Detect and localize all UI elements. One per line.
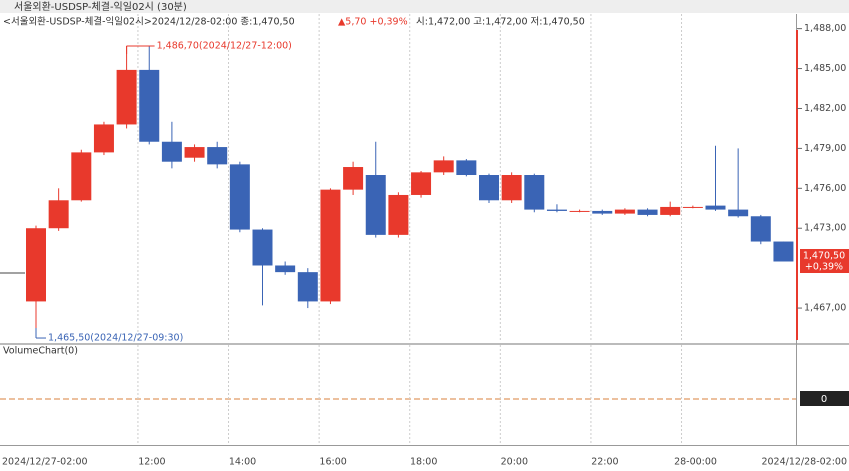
x-tick-label: 16:00: [319, 457, 346, 468]
candle-body: [773, 241, 794, 262]
candle-body: [275, 265, 296, 273]
x-tick-label: 20:00: [501, 457, 528, 468]
candle-body: [660, 206, 681, 215]
candle-body: [297, 272, 318, 302]
candle-body: [365, 175, 386, 235]
y-tick-label: 1,485,00: [804, 63, 846, 74]
x-tick-label: 28-00:00: [674, 457, 717, 468]
candle-body: [501, 175, 522, 201]
candle-body: [161, 141, 182, 162]
candle-body: [229, 164, 250, 230]
candle-body: [637, 209, 658, 215]
candle-body: [546, 209, 567, 211]
legend-text: <서울외환-USDSP-체결-익일02시>2024/12/28-02:00 종:…: [3, 16, 295, 28]
candle-body: [320, 189, 341, 302]
volume-value: 0: [821, 394, 827, 405]
price-badge: [800, 249, 849, 273]
x-tick-label: 12:00: [138, 457, 165, 468]
x-tick-label: 2024/12/27-02:00: [2, 457, 88, 468]
candle-body: [705, 205, 726, 210]
candle-body: [682, 206, 703, 208]
x-tick-label: 2024/12/28-02:00: [761, 457, 847, 468]
low-annotation: 1,465,50(2024/12/27-09:30): [48, 333, 183, 344]
candle-body: [524, 175, 545, 210]
x-tick-label: 18:00: [410, 457, 437, 468]
candle-body: [411, 172, 432, 195]
y-tick-label: 1,473,00: [804, 223, 846, 234]
candle-body: [569, 210, 590, 212]
title-bar: [0, 0, 849, 13]
candle-body: [116, 69, 137, 125]
candle-body: [207, 147, 228, 165]
x-tick-label: 22:00: [591, 457, 618, 468]
candle-body: [592, 210, 613, 214]
candle-body: [479, 175, 499, 201]
candle-body: [252, 229, 273, 266]
last-price: 1,470,50: [803, 251, 845, 262]
y-tick-label: 1,482,00: [804, 103, 846, 114]
y-tick-label: 1,467,00: [804, 303, 846, 314]
candle-body: [26, 228, 46, 302]
candle-body: [93, 124, 114, 153]
candle-body: [388, 194, 409, 235]
panel-divider: [0, 343, 849, 345]
candle-body: [139, 69, 160, 142]
high-annotation: 1,486,70(2024/12/27-12:00): [157, 40, 292, 51]
candle-body: [433, 160, 454, 173]
change-text: ▲5,70 +0,39%: [338, 17, 408, 28]
window-title: 서울외환-USDSP-체결-익일02시 (30분): [14, 1, 187, 13]
volume-badge: [800, 391, 849, 406]
y-tick-label: 1,476,00: [804, 183, 846, 194]
candle-body: [184, 147, 205, 158]
price-bar: [796, 30, 798, 340]
candle-body: [750, 216, 771, 242]
candle-body: [614, 209, 635, 214]
x-tick-label: 14:00: [229, 457, 256, 468]
candle-body: [343, 167, 364, 190]
y-tick-label: 1,479,00: [804, 143, 846, 154]
last-change: +0,39%: [805, 262, 843, 273]
volume-title: VolumeChart(0): [3, 346, 78, 357]
candle-body: [456, 160, 477, 176]
candle-body: [728, 209, 749, 217]
candle-body: [48, 200, 69, 229]
candle-body: [71, 152, 92, 201]
y-tick-label: 1,488,00: [804, 23, 846, 34]
x-axis-border: [0, 445, 849, 446]
